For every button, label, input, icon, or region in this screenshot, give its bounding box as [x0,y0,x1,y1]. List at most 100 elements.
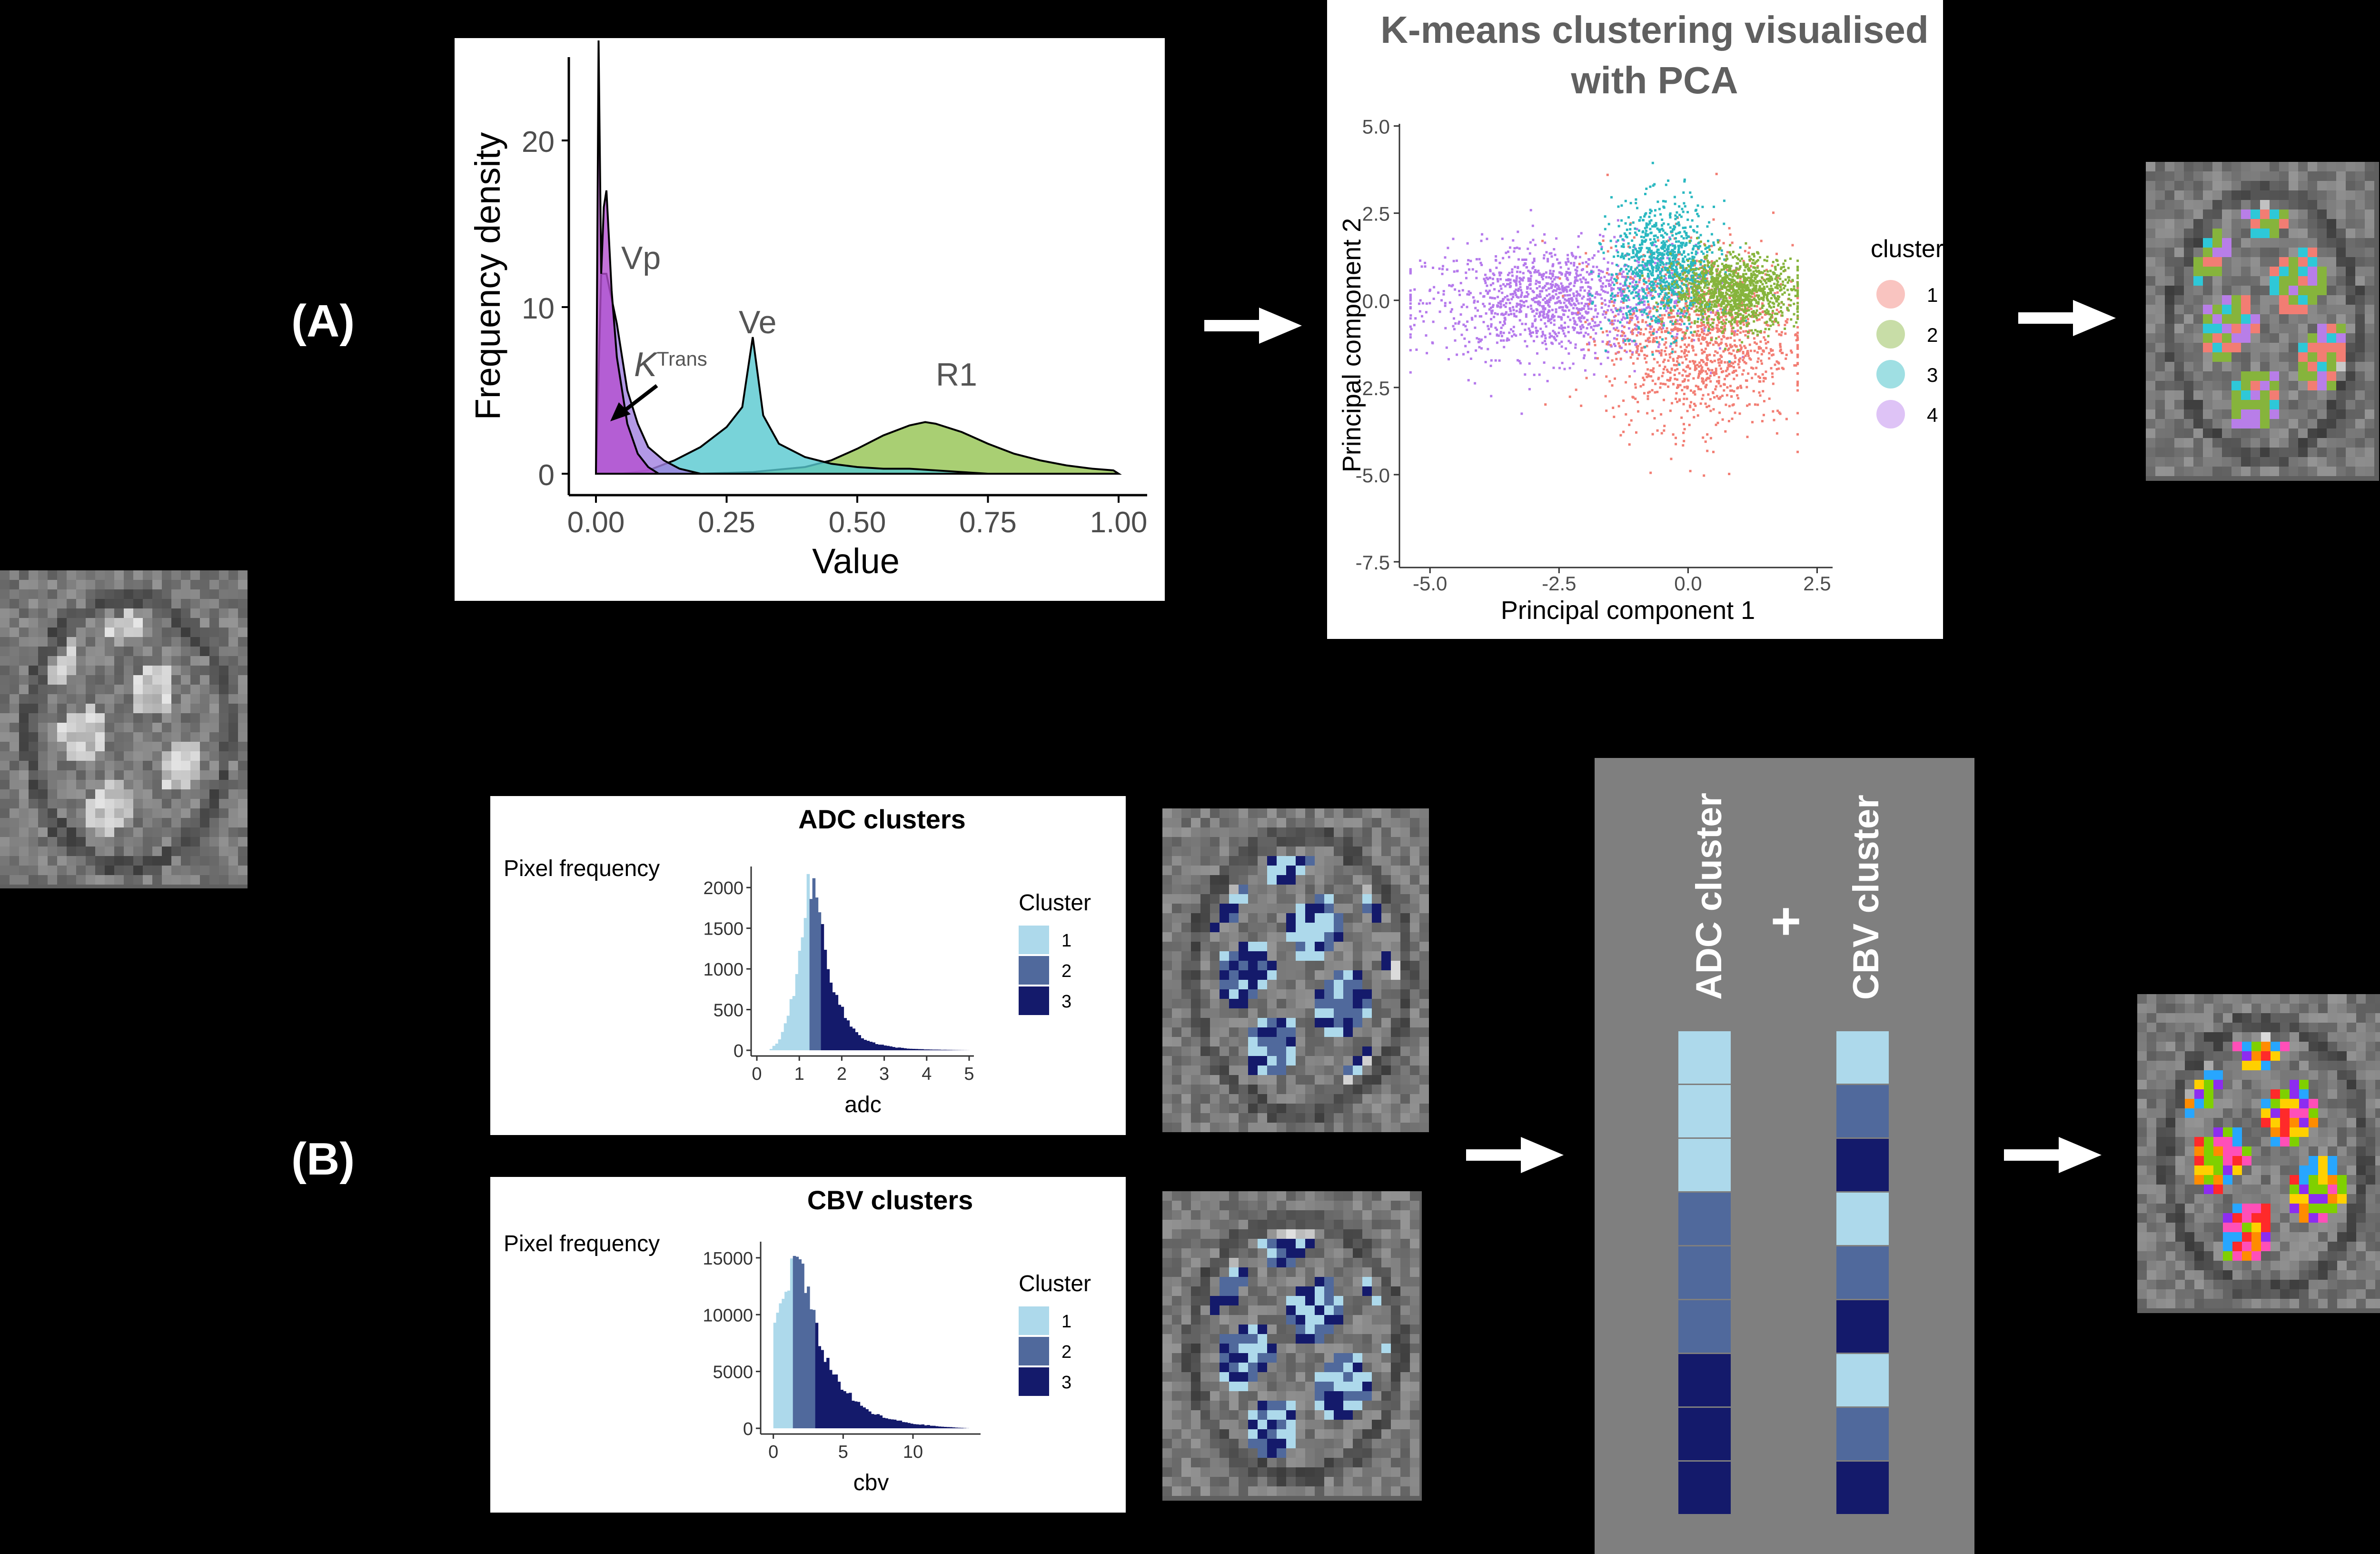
scatter-point [1528,252,1531,255]
mri-pixel [1391,1334,1400,1344]
mri-pixel [2204,1223,2213,1232]
mri-pixel [1220,1027,1229,1037]
mri-pixel [2204,1299,2213,1308]
mri-pixel [1239,1420,1248,1429]
mri-pixel [1334,875,1343,885]
mri-pixel [2355,295,2365,305]
mri-pixel [171,780,181,789]
mri-pixel [1220,1085,1229,1094]
mri-pixel [1343,961,1353,970]
mri-pixel [2232,1108,2242,1118]
scatter-point [1567,285,1570,288]
mri-pixel [1229,913,1239,923]
mri-pixel [1229,942,1239,951]
mri-pixel [219,780,228,789]
mri-pixel [1229,866,1239,875]
mri-pixel [1277,1248,1286,1258]
mri-pixel [2223,1204,2232,1213]
mri-pixel [2346,448,2355,457]
mri-pixel [2251,1108,2261,1118]
mri-pixel [162,751,171,761]
scatter-point [1500,271,1502,274]
mri-pixel [38,827,48,837]
scatter-point [1525,313,1527,316]
mri-pixel [2299,1289,2309,1299]
mri-pixel [1181,1267,1191,1277]
mri-pixel [1305,1410,1315,1420]
mri-pixel [1248,1191,1258,1201]
mri-pixel [1210,1085,1220,1094]
mri-pixel [1305,1075,1315,1085]
mri-pixel [1400,951,1410,961]
mri-pixel [1181,1248,1191,1258]
mri-pixel [2308,457,2317,467]
mri-pixel [2203,381,2212,390]
mri-pixel [1200,885,1210,894]
scatter-point [1533,315,1536,318]
mri-pixel [1162,999,1172,1008]
mri-pixel [181,589,190,599]
mri-pixel [162,732,171,742]
mri-pixel [76,837,86,847]
mri-pixel [2337,1261,2347,1270]
mri-pixel [1343,1305,1353,1315]
mri-pixel [2165,171,2174,181]
mri-pixel [1191,1229,1200,1239]
mri-pixel [2337,1042,2347,1051]
mri-pixel [0,637,10,647]
mri-pixel [2347,1146,2356,1156]
mri-pixel [2232,1261,2242,1270]
mri-pixel [1239,856,1248,866]
mri-pixel [2270,190,2279,200]
mri-pixel [2347,1261,2356,1270]
mri-pixel [1286,1056,1296,1066]
mri-pixel [114,742,124,751]
mri-pixel [1248,808,1258,818]
mri-pixel [1181,1258,1191,1267]
mri-pixel [1353,1220,1362,1229]
scatter-point [1505,302,1507,305]
mri-pixel [152,751,162,761]
mri-pixel [2318,1251,2328,1261]
mri-pixel [1296,1477,1305,1486]
mri-pixel [1362,875,1372,885]
mri-pixel [2317,390,2327,400]
mri-pixel [1191,1363,1200,1372]
mri-pixel [1362,989,1372,999]
mri-pixel [2346,276,2355,286]
mri-pixel [0,713,10,723]
mri-pixel [2375,1032,2380,1042]
mri-pixel [2155,419,2165,428]
mri-pixel [190,732,200,742]
mri-pixel [2317,324,2327,333]
mri-pixel [2347,1051,2356,1061]
mri-pixel [2365,352,2374,362]
mri-pixel [1239,1391,1248,1401]
mri-pixel [86,704,95,713]
mri-pixel [1220,1066,1229,1075]
mri-pixel [2298,248,2308,257]
mri-pixel [1210,942,1220,951]
mri-pixel [1305,961,1315,970]
mri-pixel [1181,923,1191,932]
mri-pixel [181,628,190,637]
scatter-point [1555,237,1558,240]
mri-pixel [2165,371,2174,381]
mri-pixel [1305,1104,1315,1113]
mri-pixel [1419,1056,1429,1066]
mri-pixel [2194,1185,2204,1194]
mri-pixel [190,751,200,761]
mri-pixel [1200,1477,1210,1486]
mri-pixel [0,608,10,618]
mri-pixel [2241,467,2251,476]
mri-pixel [1239,923,1248,932]
mri-pixel [1400,837,1410,847]
mri-pixel [95,685,105,694]
mri-pixel [1334,1486,1343,1496]
mri-pixel [1372,1410,1381,1420]
mri-pixel [2309,1137,2318,1146]
mri-pixel [2165,200,2174,209]
mri-pixel [0,694,10,704]
mri-pixel [1296,980,1305,989]
mri-pixel [1200,1056,1210,1066]
